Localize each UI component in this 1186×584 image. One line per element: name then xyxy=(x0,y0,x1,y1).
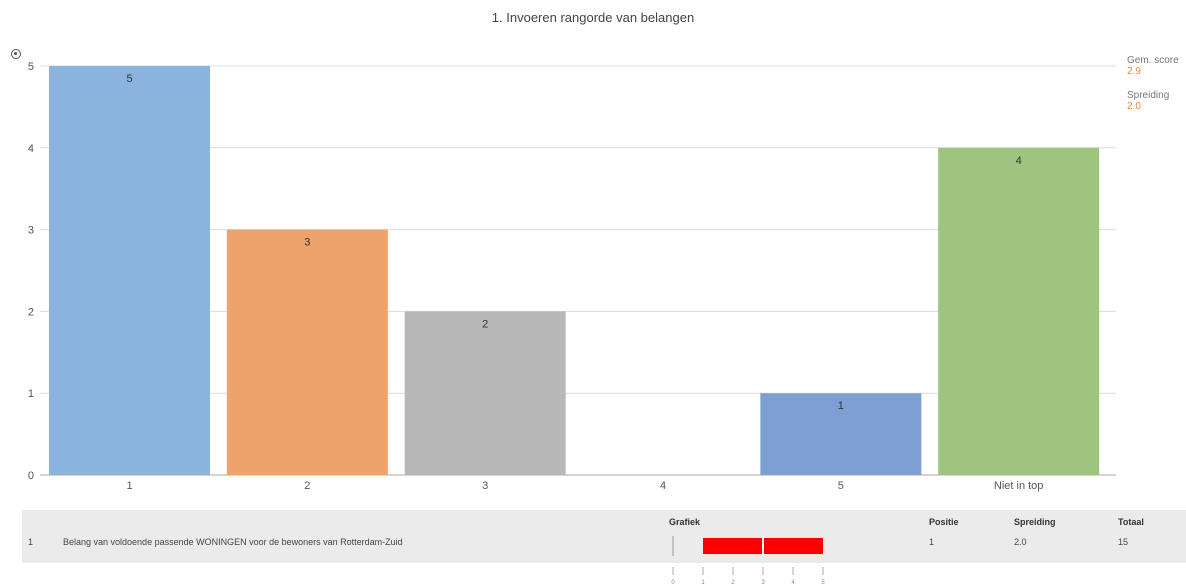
mini-scale-label-1: 1 xyxy=(701,580,705,584)
positie-header: Positie xyxy=(929,517,959,527)
range-mini-chart: 0 1 2 3 4 5 xyxy=(671,536,825,584)
gem-score-value: 2.9 xyxy=(1127,66,1141,77)
mini-scale-label-2: 2 xyxy=(731,580,735,584)
mini-scale-label-0: 0 xyxy=(671,580,675,584)
gem-score-label: Gem. score xyxy=(1127,55,1179,66)
gem-score-block: Gem. score 2.9 xyxy=(1127,55,1179,77)
row-totaal: 15 xyxy=(1118,537,1129,547)
spreiding-header: Spreiding xyxy=(1014,517,1056,527)
bar-0 xyxy=(49,66,210,475)
y-axis-ticks: 0 1 2 3 4 5 xyxy=(28,61,34,482)
spreiding-value: 2.0 xyxy=(1127,101,1141,112)
y-tick-label-3: 3 xyxy=(28,225,34,237)
radio-selected-icon[interactable] xyxy=(11,49,21,59)
x-tick-label-3: 4 xyxy=(660,480,666,492)
bar-1 xyxy=(226,229,388,475)
data-label-0: 5 xyxy=(126,73,132,85)
grafiek-header: Grafiek xyxy=(669,517,701,527)
y-tick-label-1: 1 xyxy=(28,388,34,400)
spreiding-block: Spreiding 2.0 xyxy=(1127,90,1169,112)
y-tick-label-2: 2 xyxy=(28,306,34,318)
spreiding-label: Spreiding xyxy=(1127,90,1170,101)
y-tick-label-5: 5 xyxy=(28,61,34,73)
x-tick-label-2: 3 xyxy=(482,480,488,492)
bar-5 xyxy=(938,147,1100,476)
y-tick-label-4: 4 xyxy=(28,143,34,155)
x-tick-label-5: Niet in top xyxy=(994,480,1044,492)
y-tick-label-0: 0 xyxy=(28,470,34,482)
chart-title: 1. Invoeren rangorde van belangen xyxy=(491,10,695,25)
table-row[interactable]: Grafiek Positie Spreiding Totaal 1 Belan… xyxy=(22,510,1186,563)
mini-scale-label-4: 4 xyxy=(791,580,795,584)
data-label-1: 3 xyxy=(304,237,310,249)
grid-lines xyxy=(40,65,1116,476)
bars xyxy=(49,66,1100,476)
data-label-4: 1 xyxy=(838,400,844,412)
x-tick-label-0: 1 xyxy=(126,480,132,492)
bar-chart: 0 1 2 3 4 5 5 3 2 1 4 1 2 3 4 5 Niet in top xyxy=(28,61,1116,492)
range-mini-chart-marks: 0 1 2 3 4 5 xyxy=(671,536,825,584)
bar-2 xyxy=(404,311,566,475)
x-axis-ticks: 1 2 3 4 5 Niet in top xyxy=(126,480,1043,492)
bar-4 xyxy=(760,393,922,475)
mini-scale-label-5: 5 xyxy=(821,580,825,584)
x-tick-label-4: 5 xyxy=(838,480,844,492)
row-spreiding: 2.0 xyxy=(1014,537,1027,547)
x-tick-label-1: 2 xyxy=(304,480,310,492)
data-label-2: 2 xyxy=(482,318,488,330)
row-positie: 1 xyxy=(929,537,935,547)
mini-scale-label-3: 3 xyxy=(761,580,765,584)
totaal-header: Totaal xyxy=(1118,517,1144,527)
data-label-5: 4 xyxy=(1016,155,1022,167)
data-labels: 5 3 2 1 4 xyxy=(126,73,1021,412)
row-number: 1 xyxy=(28,537,34,547)
row-description: Belang van voldoende passende WONINGEN v… xyxy=(63,537,403,547)
